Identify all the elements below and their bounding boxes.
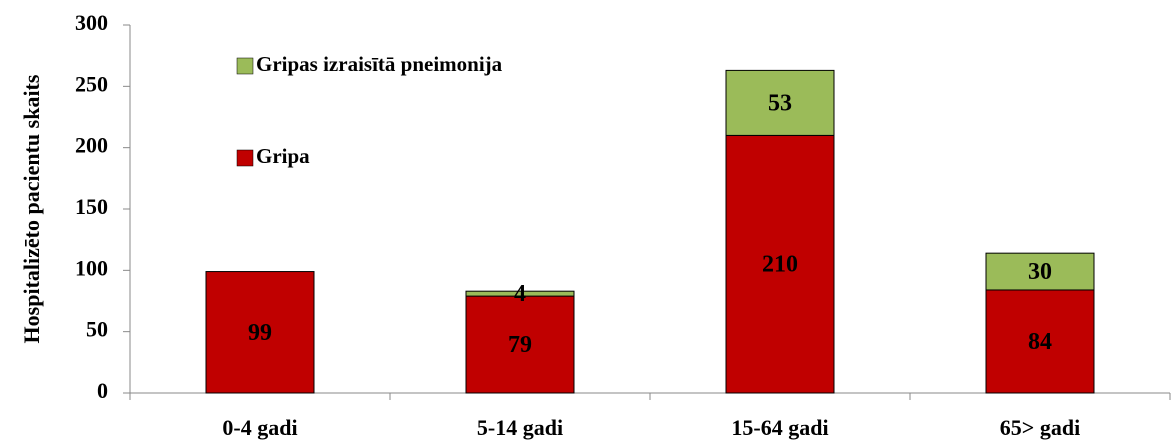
x-tick-label: 5-14 gadi [477, 415, 563, 440]
bar-segment [725, 134, 835, 394]
y-axis-title: Hospitalizēto pacientu skaits [19, 74, 44, 343]
data-label: 84 [1028, 329, 1052, 355]
y-tick-label: 250 [75, 71, 108, 96]
legend-label: Gripas izraisītā pneimonija [256, 52, 503, 76]
x-tick-label: 0-4 gadi [222, 415, 297, 440]
y-tick-label: 150 [75, 194, 108, 219]
bar-segment [465, 290, 575, 297]
legend-swatch [236, 149, 254, 167]
y-tick-label: 0 [97, 378, 108, 403]
data-label: 4 [514, 281, 526, 307]
data-label: 210 [762, 252, 798, 278]
bar-segment [205, 271, 315, 394]
data-label: 79 [508, 332, 532, 358]
x-tick-label: 15-64 gadi [731, 415, 828, 440]
bar-segment [985, 289, 1095, 394]
bar-segment [465, 295, 575, 394]
legend-swatch [236, 57, 254, 75]
legend-label: Gripa [256, 144, 310, 168]
data-label: 30 [1028, 259, 1052, 285]
data-label: 99 [248, 320, 272, 346]
bar-segment [725, 69, 835, 136]
y-tick-label: 300 [75, 10, 108, 35]
y-tick-label: 50 [86, 317, 108, 342]
data-label: 53 [768, 90, 792, 116]
y-tick-label: 100 [75, 255, 108, 280]
y-tick-label: 200 [75, 133, 108, 158]
bar-segment [985, 252, 1095, 291]
x-tick-label: 65> gadi [1000, 415, 1080, 440]
